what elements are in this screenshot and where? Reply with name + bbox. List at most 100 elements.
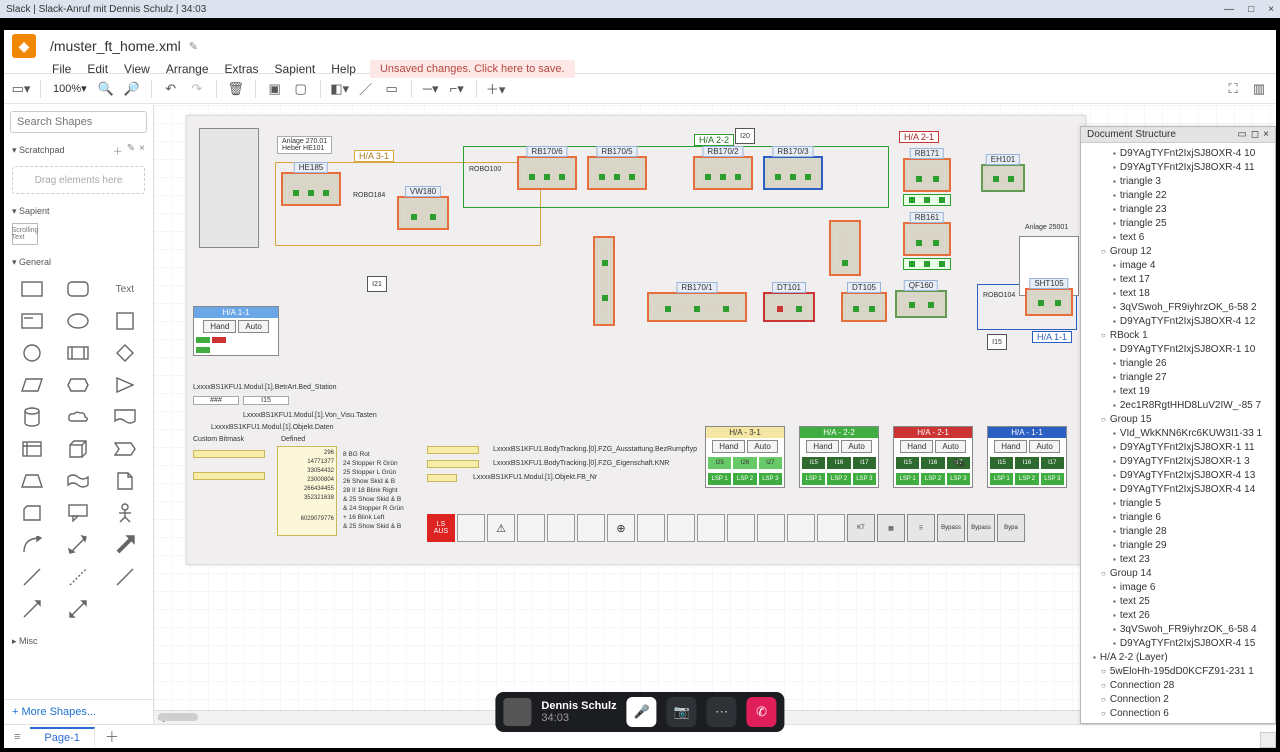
- ha-left-hand[interactable]: Hand: [203, 320, 236, 333]
- shape-curve[interactable]: [12, 532, 52, 558]
- tool-bypass1[interactable]: Bypass: [937, 514, 965, 542]
- tree-item[interactable]: Group 15: [1085, 413, 1275, 427]
- zoom-in-icon[interactable]: 🔍: [95, 78, 117, 100]
- connection-icon[interactable]: ─▾: [420, 78, 442, 100]
- scrolling-text-shape[interactable]: Scrolling Text: [12, 223, 38, 245]
- tool-2[interactable]: ▦: [877, 514, 905, 542]
- tree-item[interactable]: Group 12: [1085, 245, 1275, 259]
- plant-eh101[interactable]: EH101: [981, 164, 1025, 192]
- shape-note[interactable]: [105, 468, 145, 494]
- shape-step[interactable]: [105, 436, 145, 462]
- tab-page1[interactable]: Page-1: [30, 727, 94, 747]
- tree-item[interactable]: D9YAgTYFnt2IxjSJ8OXR-1 11: [1085, 441, 1275, 455]
- shape-diamond[interactable]: [105, 340, 145, 366]
- tree-item[interactable]: D9YAgTYFnt2IxjSJ8OXR-4 14: [1085, 483, 1275, 497]
- tree-item[interactable]: D9YAgTYFnt2IxjSJ8OXR-1 3: [1085, 455, 1275, 469]
- format-panel-icon[interactable]: ▥: [1248, 78, 1270, 100]
- tree-item[interactable]: D9YAgTYFnt2IxjSJ8OXR-4 12: [1085, 315, 1275, 329]
- shape-arrow[interactable]: [105, 532, 145, 558]
- tree-item[interactable]: D9YAgTYFnt2IxjSJ8OXR-4 15: [1085, 637, 1275, 651]
- plant-rb1705[interactable]: RB170/5: [587, 156, 647, 190]
- tree-item[interactable]: image 4: [1085, 259, 1275, 273]
- doc-structure-tree[interactable]: D9YAgTYFnt2IxjSJ8OXR-4 10D9YAgTYFnt2IxjS…: [1081, 143, 1275, 721]
- slack-call-overlay[interactable]: Dennis Schulz 34:03 🎤 📷 ⋯ ✆: [495, 692, 784, 732]
- plant-rb161[interactable]: RB161: [903, 222, 951, 256]
- shape-circle[interactable]: [12, 340, 52, 366]
- call-more-icon[interactable]: ⋯: [707, 697, 737, 727]
- tree-item[interactable]: text 26: [1085, 609, 1275, 623]
- scratch-add-icon[interactable]: ＋: [113, 143, 123, 158]
- window-close[interactable]: ×: [1268, 4, 1274, 15]
- camera-icon[interactable]: 📷: [667, 697, 697, 727]
- shape-internal[interactable]: [12, 436, 52, 462]
- sapient-header[interactable]: ▾ Sapient: [4, 202, 153, 221]
- tree-item[interactable]: 3qVSwoh_FR9iyhrzOK_6-58 4: [1085, 623, 1275, 637]
- plant-dt105[interactable]: DT105: [841, 292, 887, 322]
- plant-rb170-v2[interactable]: [593, 236, 615, 326]
- mic-icon[interactable]: 🎤: [627, 697, 657, 727]
- tree-item[interactable]: text 17: [1085, 273, 1275, 287]
- plant-vw180[interactable]: VW180: [397, 196, 449, 230]
- waypoint-icon[interactable]: ⌐▾: [446, 78, 468, 100]
- tree-item[interactable]: VId_WkKNN6Krc6KUW3I1-33 1: [1085, 427, 1275, 441]
- search-shapes-input[interactable]: [10, 111, 147, 133]
- tb-page-view[interactable]: ▭▾: [10, 78, 32, 100]
- plant-rb1701[interactable]: RB170/1: [647, 292, 747, 322]
- plant-qf160[interactable]: QF160: [895, 290, 947, 318]
- window-maximize[interactable]: □: [1248, 4, 1254, 15]
- undo-icon[interactable]: ↶: [160, 78, 182, 100]
- tree-item[interactable]: D9YAgTYFnt2IxjSJ8OXR-4 13: [1085, 469, 1275, 483]
- tree-item[interactable]: Group 14: [1085, 567, 1275, 581]
- tool-kt[interactable]: KT: [847, 514, 875, 542]
- shape-cyl[interactable]: [12, 404, 52, 430]
- line-color-icon[interactable]: ／: [355, 78, 377, 100]
- tree-item[interactable]: D9YAgTYFnt2IxjSJ8OXR-4 10: [1085, 147, 1275, 161]
- tree-item[interactable]: Connection 28: [1085, 679, 1275, 693]
- hscroll-thumb[interactable]: [158, 713, 198, 721]
- plant-rb171[interactable]: RB171: [903, 158, 951, 192]
- shape-text[interactable]: Text: [105, 276, 145, 302]
- general-header[interactable]: ▾ General: [4, 253, 153, 272]
- tree-item[interactable]: triangle 6: [1085, 511, 1275, 525]
- add-page-icon[interactable]: ＋: [95, 727, 129, 747]
- shape-line[interactable]: [12, 564, 52, 590]
- plant-sht105[interactable]: SHT105: [1025, 288, 1073, 316]
- tree-item[interactable]: triangle 25: [1085, 217, 1275, 231]
- tree-item[interactable]: 3qVSwoh_FR9iyhrzOK_6-58 2: [1085, 301, 1275, 315]
- tree-item[interactable]: triangle 23: [1085, 203, 1275, 217]
- doc-max-icon[interactable]: ◻: [1251, 129, 1259, 140]
- zoom-out-icon[interactable]: 🔎: [121, 78, 143, 100]
- ha-panel-11[interactable]: H/A - 1-1 HandAuto I15I16I17 LSP 1LSP 2L…: [987, 426, 1067, 488]
- doc-min-icon[interactable]: ▭: [1237, 129, 1246, 140]
- shape-card[interactable]: [12, 500, 52, 526]
- tree-item[interactable]: 2ec1R8RgtHHD8LuV2IW_-85 7: [1085, 399, 1275, 413]
- ha-panel-22[interactable]: H/A - 2-2 HandAuto I15I16I17 LSP 1LSP 2L…: [799, 426, 879, 488]
- tree-item[interactable]: image 6: [1085, 581, 1275, 595]
- shape-trap[interactable]: [12, 468, 52, 494]
- shape-hex[interactable]: [58, 372, 98, 398]
- tree-item[interactable]: triangle 26: [1085, 357, 1275, 371]
- shape-textbox[interactable]: [12, 308, 52, 334]
- shape-para[interactable]: [12, 372, 52, 398]
- plant-rb1703[interactable]: RB170/3: [763, 156, 823, 190]
- shape-dirline[interactable]: [12, 596, 52, 622]
- to-front-icon[interactable]: ▣: [264, 78, 286, 100]
- tree-item[interactable]: triangle 28: [1085, 525, 1275, 539]
- shape-bidirline[interactable]: [58, 596, 98, 622]
- scratchpad-header[interactable]: ▾ Scratchpad ＋✎×: [4, 139, 153, 162]
- plant-rb1702[interactable]: RB170/2: [693, 156, 753, 190]
- tool-bypass3[interactable]: Bypa: [997, 514, 1025, 542]
- scratchpad-dropzone[interactable]: Drag elements here: [12, 166, 145, 194]
- tree-item[interactable]: D9YAgTYFnt2IxjSJ8OXR-4 11: [1085, 161, 1275, 175]
- tool-3[interactable]: ⠿: [907, 514, 935, 542]
- delete-icon[interactable]: 🗑: [225, 78, 247, 100]
- shape-tape[interactable]: [58, 468, 98, 494]
- hangup-icon[interactable]: ✆: [747, 697, 777, 727]
- plant-he185[interactable]: HE185: [281, 172, 341, 206]
- filename[interactable]: /muster_ft_home.xml: [50, 38, 181, 54]
- tree-item[interactable]: text 23: [1085, 553, 1275, 567]
- scratch-close-icon[interactable]: ×: [139, 143, 145, 158]
- tree-item[interactable]: 5wEloHh-195dD0KCFZ91-231 1: [1085, 665, 1275, 679]
- rename-icon[interactable]: ✎: [189, 40, 198, 53]
- ha-left-panel[interactable]: H/A 1-1 HandAuto: [193, 306, 279, 356]
